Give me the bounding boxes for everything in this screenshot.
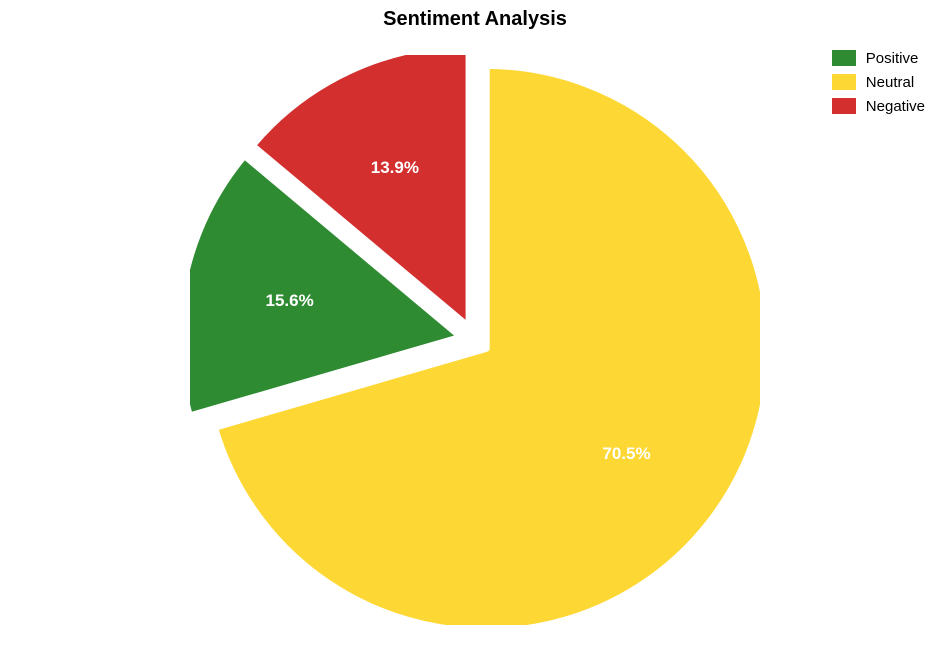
legend-label: Positive [866, 50, 919, 67]
legend-swatch-neutral [832, 74, 856, 90]
legend-swatch-positive [832, 50, 856, 66]
legend-item: Positive [832, 46, 925, 70]
legend-label: Neutral [866, 74, 914, 91]
legend-item: Negative [832, 94, 925, 118]
slice-label-neutral: 70.5% [602, 444, 650, 464]
legend-swatch-negative [832, 98, 856, 114]
slice-label-negative: 13.9% [371, 158, 419, 178]
chart-title: Sentiment Analysis [383, 8, 567, 31]
legend: Positive Neutral Negative [832, 46, 925, 118]
slice-label-positive: 15.6% [265, 291, 313, 311]
pie-chart: 70.5% 15.6% 13.9% [190, 55, 760, 625]
legend-label: Negative [866, 98, 925, 115]
legend-item: Neutral [832, 70, 925, 94]
